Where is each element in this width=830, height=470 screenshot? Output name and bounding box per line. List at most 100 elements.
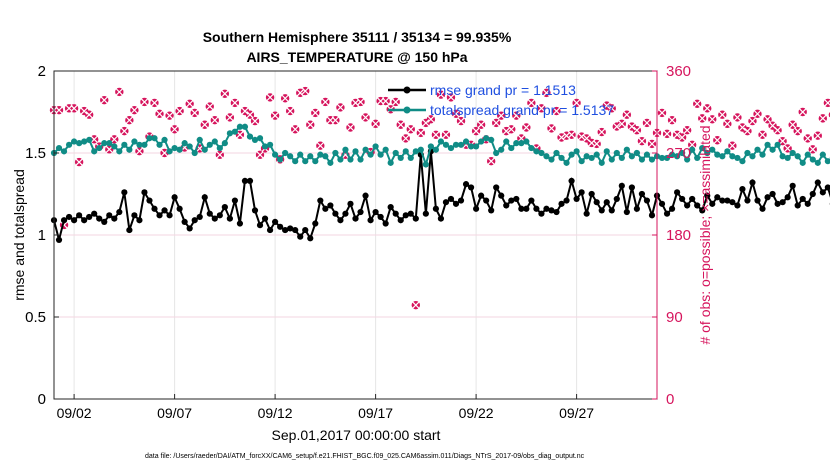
rmse-point <box>704 192 711 199</box>
rmse-point <box>674 189 681 196</box>
totalspread-point <box>633 149 641 157</box>
rmse-point <box>241 177 249 184</box>
totalspread-point <box>246 133 254 140</box>
obs-assimilated-point <box>804 134 812 143</box>
rmse-point <box>467 184 475 191</box>
obs-assimilated-point <box>743 127 752 135</box>
totalspread-point <box>648 156 656 163</box>
obs-assimilated-point <box>578 132 586 141</box>
rmse-point <box>513 195 520 203</box>
rmse-point <box>131 212 138 219</box>
rmse-point <box>679 195 686 203</box>
rmse-point <box>272 218 279 225</box>
totalspread-point <box>392 149 399 157</box>
obs-assimilated-point <box>191 109 199 117</box>
obs-assimilated-point <box>442 131 450 139</box>
rmse-point <box>362 192 369 199</box>
obs-assimilated-point <box>110 135 118 143</box>
rmse-point <box>593 199 600 206</box>
obs-assimilated-point <box>311 109 319 117</box>
x-axis-label: Sep.01,2017 00:00:00 start <box>272 427 441 443</box>
rmse-point <box>498 192 505 199</box>
totalspread-point <box>613 149 620 157</box>
obs-assimilated-point <box>738 123 747 132</box>
obs-assimilated-point <box>427 115 435 123</box>
rmse-point <box>603 199 610 206</box>
grid <box>54 71 657 399</box>
obs-assimilated-point <box>814 132 822 140</box>
legend: rmse grand pr = 1.1513 totalspread grand… <box>388 82 614 118</box>
obs-assimilated-point <box>165 112 174 120</box>
rmse-point <box>382 220 389 227</box>
totalspread-point <box>452 141 460 148</box>
obs-assimilated-point <box>321 98 329 106</box>
obs-assimilated-point <box>728 142 736 150</box>
rmse-point <box>543 205 550 212</box>
x-tick-label: 09/22 <box>459 405 494 421</box>
totalspread-line <box>53 125 830 168</box>
totalspread-point <box>402 148 409 155</box>
totalspread-point <box>668 151 676 158</box>
totalspread-point <box>467 143 475 150</box>
totalspread-point <box>226 130 233 137</box>
totalspread-point <box>473 143 480 150</box>
obs-assimilated-point <box>271 112 279 120</box>
rmse-point <box>372 208 379 216</box>
rmse-point <box>478 192 485 199</box>
rmse-point <box>161 207 168 214</box>
totalspread-point <box>789 149 796 157</box>
legend-rmse-marker <box>403 86 411 94</box>
legend-spread-marker <box>403 106 411 114</box>
rmse-point <box>55 236 63 244</box>
obs-assimilated-point <box>633 126 641 134</box>
obs-assimilated-point <box>70 104 78 112</box>
totalspread-point <box>643 151 651 158</box>
rmse-point <box>106 212 113 219</box>
rmse-point <box>784 194 791 201</box>
totalspread-point <box>819 151 826 158</box>
totalspread-point <box>663 154 671 162</box>
rmse-point <box>246 177 254 184</box>
rmse-point <box>483 197 490 204</box>
totalspread-point <box>211 138 218 145</box>
rmse-point <box>196 213 203 221</box>
totalspread-point <box>181 140 188 147</box>
totalspread-point <box>809 156 816 163</box>
obs-assimilated-point <box>497 112 505 120</box>
totalspread-point <box>236 123 244 130</box>
rmse-point <box>658 200 666 207</box>
rmse-point <box>81 217 88 224</box>
totalspread-point <box>221 140 228 147</box>
totalspread-point <box>704 149 711 157</box>
totalspread-point <box>387 159 394 166</box>
x-tick-label: 09/02 <box>57 405 92 421</box>
obs-assimilated-point <box>537 104 546 112</box>
obs-assimilated-point <box>432 131 440 139</box>
rmse-point <box>156 212 163 219</box>
totalspread-point <box>277 156 284 163</box>
rmse-point <box>327 202 334 209</box>
obs-assimilated-point <box>447 93 455 102</box>
totalspread-point <box>794 153 801 160</box>
obs-assimilated-point <box>698 114 706 123</box>
rmse-point <box>447 195 455 203</box>
legend-rmse-label: rmse grand pr = 1.1513 <box>430 82 576 98</box>
obs-assimilated-point <box>226 113 234 122</box>
obs-assimilated-point <box>371 120 380 128</box>
obs-assimilated-point <box>251 117 259 125</box>
rmse-point <box>282 226 289 234</box>
y-tick-label: 0.5 <box>25 309 46 326</box>
rmse-point <box>618 182 625 189</box>
rmse-point <box>633 205 641 212</box>
rmse-point <box>101 218 108 225</box>
obs-assimilated-point <box>150 99 159 107</box>
rmse-point <box>96 215 103 222</box>
obs-assimilated-point <box>211 116 219 124</box>
totalspread-point <box>417 146 424 153</box>
totalspread-point <box>618 154 625 162</box>
rmse-point <box>462 181 470 188</box>
totalspread-point <box>377 151 384 158</box>
obs-assimilated-point <box>703 104 711 112</box>
obs-assimilated-point <box>216 151 224 159</box>
rmse-point <box>588 190 595 198</box>
